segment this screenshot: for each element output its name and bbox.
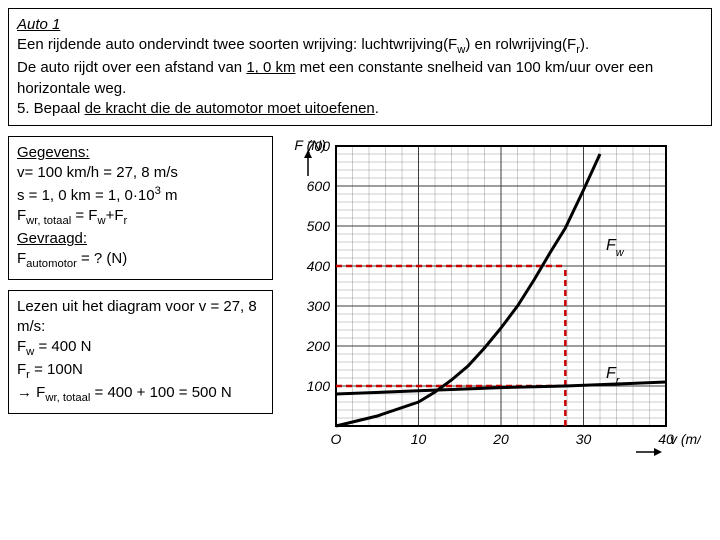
left-column: Gegevens: v= 100 km/h = 27, 8 m/s s = 1,… xyxy=(8,136,273,423)
svg-text:600: 600 xyxy=(307,178,331,194)
gegevens-heading: Gegevens: xyxy=(17,144,90,161)
svg-text:300: 300 xyxy=(307,298,331,314)
svg-text:100: 100 xyxy=(307,378,331,394)
gegevens-box: Gegevens: v= 100 km/h = 27, 8 m/s s = 1,… xyxy=(8,136,273,279)
svg-text:400: 400 xyxy=(307,258,331,274)
svg-text:F (N): F (N) xyxy=(294,137,326,153)
problem-title: Auto 1 xyxy=(17,16,60,33)
force-velocity-chart: O10203040100200300400500600700F (N)v (m/… xyxy=(281,136,701,466)
svg-text:200: 200 xyxy=(306,338,331,354)
chart-container: O10203040100200300400500600700F (N)v (m/… xyxy=(281,136,701,470)
lezen-box: Lezen uit het diagram voor v = 27, 8 m/s… xyxy=(8,290,273,414)
svg-text:20: 20 xyxy=(492,431,509,447)
svg-text:500: 500 xyxy=(307,218,331,234)
svg-text:30: 30 xyxy=(576,431,592,447)
problem-box: Auto 1 Een rijdende auto ondervindt twee… xyxy=(8,8,712,126)
svg-text:10: 10 xyxy=(411,431,427,447)
gevraagd-heading: Gevraagd: xyxy=(17,230,87,247)
svg-text:v (m/s): v (m/s) xyxy=(670,431,701,447)
svg-text:O: O xyxy=(331,431,342,447)
